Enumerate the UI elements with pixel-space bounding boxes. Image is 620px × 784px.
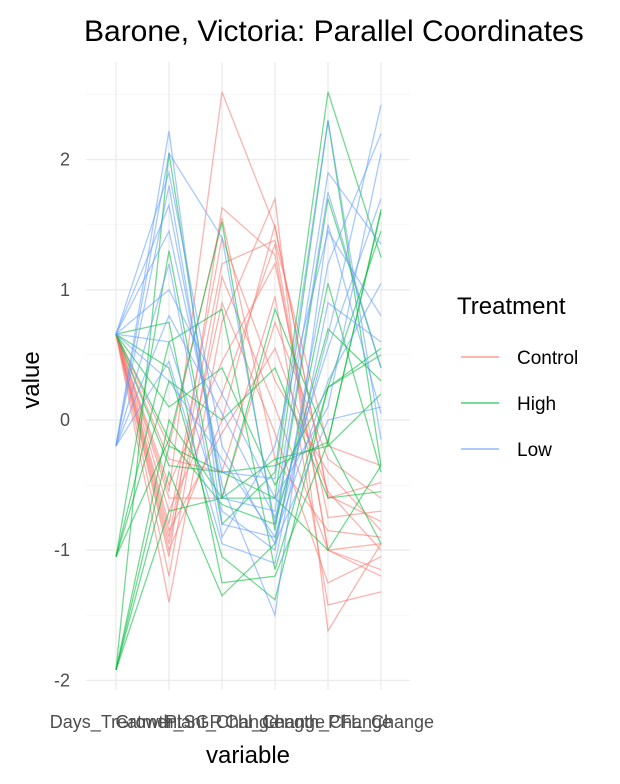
series-line bbox=[115, 366, 382, 557]
y-tick-label: -1 bbox=[54, 540, 70, 560]
series-line bbox=[115, 198, 382, 520]
series-line bbox=[115, 300, 382, 584]
x-tick-label: Growth_SGR bbox=[115, 712, 222, 733]
series-line bbox=[115, 327, 382, 526]
x-axis-title: variable bbox=[206, 742, 290, 769]
y-axis-ticks: -2 -1 0 1 2 bbox=[54, 150, 70, 691]
series-line bbox=[115, 333, 382, 552]
x-tick-label: Plant_Change bbox=[165, 712, 279, 733]
series-line bbox=[115, 202, 382, 618]
series-line bbox=[115, 308, 382, 570]
series-line bbox=[115, 120, 382, 480]
legend-label: Control bbox=[517, 348, 578, 369]
series-line bbox=[115, 151, 382, 525]
series-line bbox=[115, 333, 382, 487]
series-line bbox=[115, 333, 382, 551]
series-line bbox=[115, 235, 382, 532]
series-line bbox=[115, 206, 382, 557]
y-tick-label: 2 bbox=[60, 150, 70, 170]
y-tick-label: -2 bbox=[54, 670, 70, 690]
series-line bbox=[115, 224, 382, 553]
series-low bbox=[115, 104, 382, 618]
legend-title: Treatment bbox=[457, 293, 566, 320]
series-line bbox=[115, 230, 382, 601]
x-tick-label: Chl_Change bbox=[225, 712, 325, 733]
x-tick-label: Days_Treatment bbox=[50, 712, 182, 733]
chart-title: Barone, Victoria: Parallel Coordinates bbox=[84, 15, 584, 48]
series-line bbox=[115, 133, 382, 552]
legend: Treatment Control High Low bbox=[457, 293, 578, 461]
series-line bbox=[115, 393, 382, 671]
x-tick-label: Length_Change bbox=[264, 712, 392, 733]
series-lines bbox=[115, 91, 382, 671]
y-axis-title: value bbox=[18, 351, 45, 408]
series-line bbox=[115, 301, 382, 565]
series-line bbox=[115, 91, 382, 523]
series-line bbox=[115, 320, 382, 499]
x-axis-ticks: Days_TreatmentGrowth_SGRPlant_ChangeChl_… bbox=[50, 712, 434, 733]
series-line bbox=[115, 307, 382, 671]
series-line bbox=[115, 152, 382, 500]
y-tick-label: 0 bbox=[60, 410, 70, 430]
series-line bbox=[115, 196, 382, 633]
x-tick-label: PFL_Change bbox=[328, 712, 434, 733]
series-line bbox=[115, 229, 382, 540]
series-line bbox=[115, 170, 382, 512]
series-line bbox=[115, 283, 382, 671]
series-line bbox=[115, 218, 382, 538]
legend-label: High bbox=[517, 394, 556, 415]
series-line bbox=[115, 170, 382, 546]
series-line bbox=[115, 208, 382, 671]
legend-label: Low bbox=[517, 440, 552, 461]
y-tick-label: 1 bbox=[60, 280, 70, 300]
